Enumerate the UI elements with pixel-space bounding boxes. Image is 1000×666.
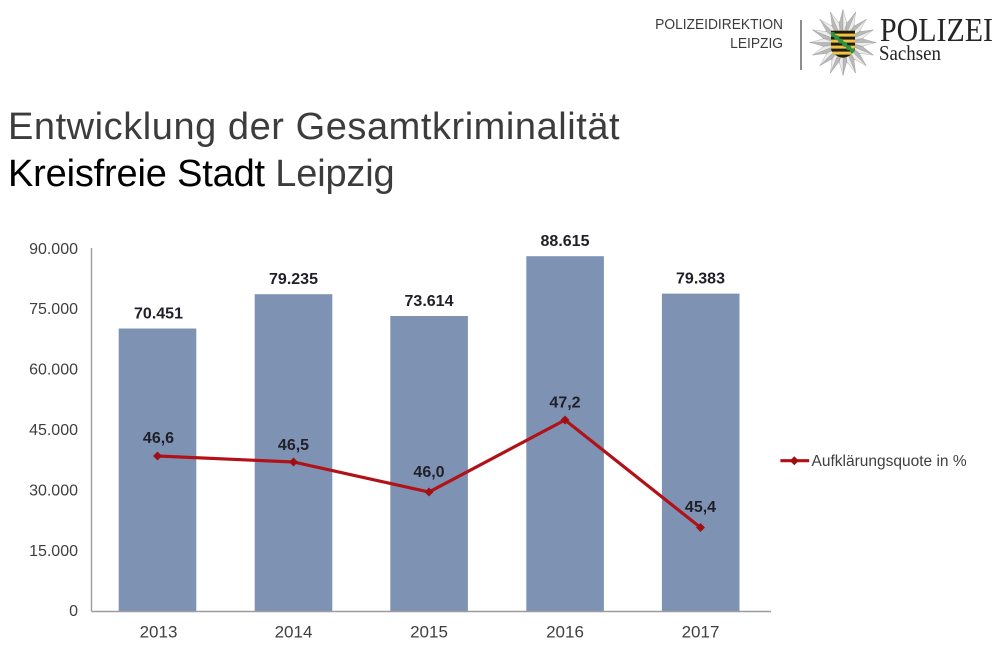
svg-text:79.383: 79.383 [676,271,725,288]
svg-text:70.451: 70.451 [134,306,183,323]
svg-text:2014: 2014 [275,623,313,642]
svg-text:2017: 2017 [682,623,720,642]
svg-text:Aufklärungsquote in %: Aufklärungsquote in % [812,453,967,470]
svg-text:30.000: 30.000 [29,482,78,499]
svg-text:46,5: 46,5 [278,437,309,454]
svg-text:0: 0 [69,603,78,620]
svg-text:73.614: 73.614 [405,293,454,310]
svg-text:45,4: 45,4 [685,499,716,516]
svg-text:60.000: 60.000 [29,362,78,379]
svg-text:46,6: 46,6 [143,430,174,447]
svg-text:45.000: 45.000 [29,422,78,439]
svg-text:46,0: 46,0 [413,464,444,481]
svg-text:15.000: 15.000 [29,543,78,560]
svg-text:88.615: 88.615 [541,233,590,250]
svg-text:79.235: 79.235 [269,271,318,288]
svg-text:90.000: 90.000 [29,241,78,258]
svg-text:47,2: 47,2 [549,394,580,411]
svg-text:2016: 2016 [546,623,584,642]
svg-text:2015: 2015 [410,623,448,642]
svg-text:2013: 2013 [140,623,178,642]
svg-text:75.000: 75.000 [29,301,78,318]
